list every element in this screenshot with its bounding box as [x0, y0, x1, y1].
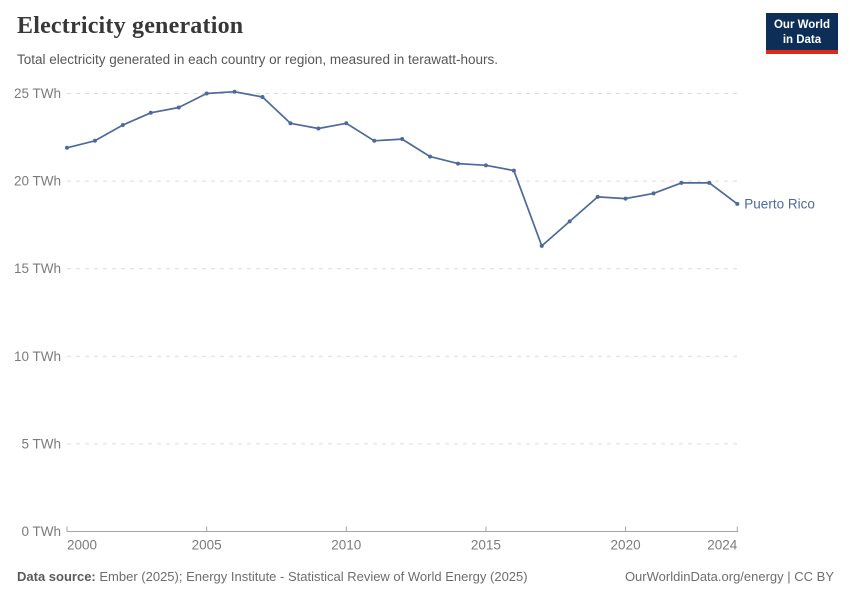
y-tick-label: 25 TWh [14, 86, 61, 101]
x-tick-label: 2010 [331, 538, 361, 553]
chart-title: Electricity generation [17, 13, 244, 39]
data-point[interactable] [567, 219, 572, 224]
x-tick-label: 2024 [707, 538, 738, 553]
data-point[interactable] [511, 168, 516, 173]
owid-logo-line1: Our World [773, 19, 830, 31]
data-point[interactable] [176, 105, 181, 110]
series-label: Puerto Rico [744, 196, 815, 211]
data-point[interactable] [623, 196, 628, 201]
data-point[interactable] [651, 191, 656, 196]
data-point[interactable] [372, 138, 377, 143]
data-point[interactable] [679, 180, 684, 185]
x-tick-label: 2015 [471, 538, 501, 553]
y-tick-label: 15 TWh [14, 261, 61, 276]
data-point[interactable] [707, 180, 712, 185]
y-tick-label: 10 TWh [14, 349, 61, 364]
chart-footer: Data source: Ember (2025); Energy Instit… [17, 569, 834, 584]
data-point[interactable] [288, 121, 293, 126]
data-point[interactable] [400, 137, 405, 142]
data-point[interactable] [232, 89, 237, 94]
y-tick-label: 0 TWh [21, 524, 61, 539]
y-tick-label: 20 TWh [14, 174, 61, 189]
data-point[interactable] [456, 161, 461, 166]
data-point[interactable] [344, 121, 349, 126]
y-tick-label: 5 TWh [21, 436, 61, 451]
chart-subtitle: Total electricity generated in each coun… [17, 52, 498, 67]
x-tick-label: 2005 [192, 538, 222, 553]
owid-logo-line2: in Data [782, 33, 822, 46]
data-point[interactable] [539, 243, 544, 248]
data-point[interactable] [204, 91, 209, 96]
data-point[interactable] [65, 145, 69, 150]
data-point[interactable] [92, 138, 97, 143]
data-point[interactable] [428, 154, 433, 159]
owid-logo[interactable]: Our World in Data [765, 13, 838, 55]
x-tick-label: 2000 [67, 538, 97, 553]
data-point[interactable] [260, 95, 265, 100]
chart-canvas[interactable]: 0 TWh 5 TWh 10 TWh 15 TWh 20 TWh 25 TWh 2000 20… [0, 75, 850, 558]
data-point[interactable] [483, 163, 488, 168]
series-line[interactable] [66, 90, 739, 247]
data-source-text: Ember (2025); Energy Institute - Statist… [99, 569, 528, 584]
data-point[interactable] [735, 201, 740, 206]
data-point[interactable] [595, 194, 600, 199]
data-source-label: Data source: [17, 569, 96, 584]
data-point[interactable] [120, 123, 125, 128]
footer-link[interactable]: OurWorldinData.org/energy | CC BY [624, 569, 834, 584]
data-point[interactable] [316, 126, 321, 131]
data-point[interactable] [148, 110, 153, 115]
x-tick-label: 2020 [611, 538, 641, 553]
data-source-line[interactable]: Data source: Ember (2025); Energy Instit… [17, 569, 528, 584]
